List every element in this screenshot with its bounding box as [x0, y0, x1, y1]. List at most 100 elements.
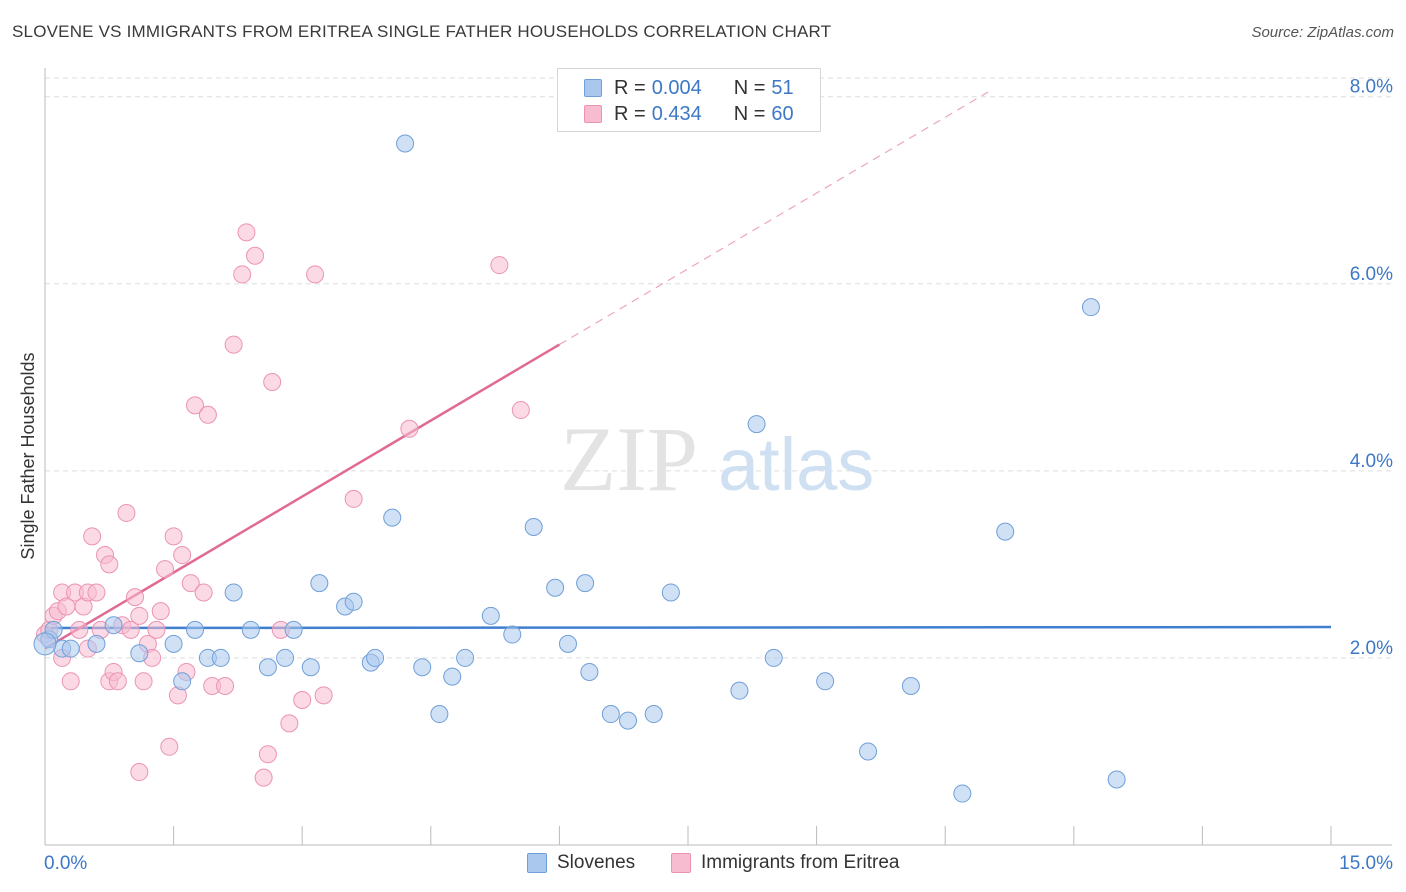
slovenes-point — [383, 508, 402, 527]
legend-item-slovenes: Slovenes — [527, 852, 635, 874]
eritrea-point — [224, 335, 243, 354]
eritrea-point — [87, 583, 106, 602]
slovenes-point — [901, 676, 920, 695]
slovenes-point — [301, 658, 320, 677]
x-tick-label-min: 0.0% — [44, 853, 87, 874]
slovenes-point — [816, 672, 835, 691]
slovenes-point — [164, 634, 183, 653]
eritrea-point — [490, 256, 509, 275]
eritrea-point — [198, 405, 217, 424]
slovenes-point — [173, 672, 192, 691]
eritrea-point — [126, 588, 145, 607]
r-label: R = — [614, 76, 646, 99]
eritrea-point — [258, 745, 277, 764]
slovenes-point — [558, 634, 577, 653]
slovenes-point — [618, 711, 637, 730]
eritrea-point — [108, 672, 127, 691]
slovenes-point — [601, 705, 620, 724]
eritrea-point — [344, 489, 363, 508]
eritrea-point — [233, 265, 252, 284]
legend-label-slovenes: Slovenes — [557, 852, 636, 873]
y-tick-label: 4.0% — [1350, 451, 1393, 472]
legend-label-eritrea: Immigrants from Eritrea — [701, 852, 900, 873]
y-tick-label: 2.0% — [1350, 638, 1393, 659]
watermark: ZIP atlas — [560, 408, 874, 510]
slovenes-point — [503, 625, 522, 644]
eritrea-point — [173, 546, 192, 565]
slovenes-point — [580, 662, 599, 681]
eritrea-point — [134, 672, 153, 691]
slovenes-point — [211, 648, 230, 667]
eritrea-point — [130, 763, 149, 782]
slovenes-point — [443, 667, 462, 686]
slovenes-point — [764, 648, 783, 667]
stats-legend: R = 0.004 N = 51 R = 0.434 N = 60 — [557, 68, 821, 132]
watermark-atlas: atlas — [718, 423, 874, 506]
eritrea-legend-swatch — [671, 853, 691, 873]
eritrea-point — [216, 676, 235, 695]
slovenes-point — [366, 648, 385, 667]
eritrea-point — [280, 714, 299, 733]
slovenes-point — [661, 583, 680, 602]
eritrea-point — [156, 560, 175, 579]
slovenes-legend-swatch — [527, 853, 547, 873]
n-value: 60 — [771, 102, 794, 125]
slovenes-point — [186, 620, 205, 639]
r-label: R = — [614, 102, 646, 125]
slovenes-point — [413, 658, 432, 677]
slovenes-point — [310, 574, 329, 593]
eritrea-point — [194, 583, 213, 602]
slovenes-point — [396, 134, 415, 153]
slovenes-point — [456, 648, 475, 667]
slovenes-swatch — [584, 79, 602, 97]
eritrea-point — [237, 223, 256, 242]
eritrea-point — [314, 686, 333, 705]
slovenes-point — [104, 616, 123, 635]
eritrea-point — [263, 372, 282, 391]
eritrea-point — [117, 503, 136, 522]
eritrea-point — [61, 672, 80, 691]
eritrea-point — [181, 574, 200, 593]
y-tick-label: 6.0% — [1350, 264, 1393, 285]
slovenes-point — [747, 415, 766, 434]
slovenes-point — [61, 639, 80, 658]
slovenes-point — [481, 606, 500, 625]
eritrea-point — [83, 527, 102, 546]
slovenes-trend-line — [44, 625, 1332, 630]
legend-row-eritrea: R = 0.434 N = 60 — [584, 101, 794, 127]
eritrea-point — [121, 620, 140, 639]
r-value: 0.434 — [651, 102, 702, 125]
source-label: Source: ZipAtlas.com — [1251, 24, 1394, 41]
tick-labels: 2.0% 4.0% 6.0% 8.0% 0.0% 15.0% — [44, 77, 1393, 874]
eritrea-point — [160, 737, 179, 756]
eritrea-point — [130, 606, 149, 625]
eritrea-point — [151, 602, 170, 621]
slovenes-point — [130, 644, 149, 663]
eritrea-trend-line — [44, 343, 561, 650]
eritrea-point — [511, 401, 530, 420]
slovenes-point — [284, 620, 303, 639]
eritrea-point — [164, 527, 183, 546]
slovenes-point — [996, 522, 1015, 541]
slovenes-point — [859, 742, 878, 761]
n-label: N = — [733, 76, 766, 99]
eritrea-point — [100, 555, 119, 574]
eritrea-point — [306, 265, 325, 284]
slovenes-point — [524, 517, 543, 536]
r-value: 0.004 — [651, 76, 702, 99]
watermark-zip: ZIP — [560, 408, 698, 510]
slovenes-point — [1081, 298, 1100, 317]
slovenes-point — [730, 681, 749, 700]
eritrea-point — [293, 691, 312, 710]
grid-lines — [45, 77, 1392, 659]
slovenes-point — [576, 574, 595, 593]
n-value: 51 — [771, 76, 794, 99]
eritrea-swatch — [584, 105, 602, 123]
legend-row-slovenes: R = 0.004 N = 51 — [584, 75, 794, 101]
legend-item-eritrea: Immigrants from Eritrea — [671, 852, 899, 874]
slovenes-point — [87, 634, 106, 653]
eritrea-point — [400, 419, 419, 438]
data-points — [33, 134, 1126, 803]
eritrea-point — [186, 396, 205, 415]
y-tick-label: 8.0% — [1350, 77, 1393, 98]
